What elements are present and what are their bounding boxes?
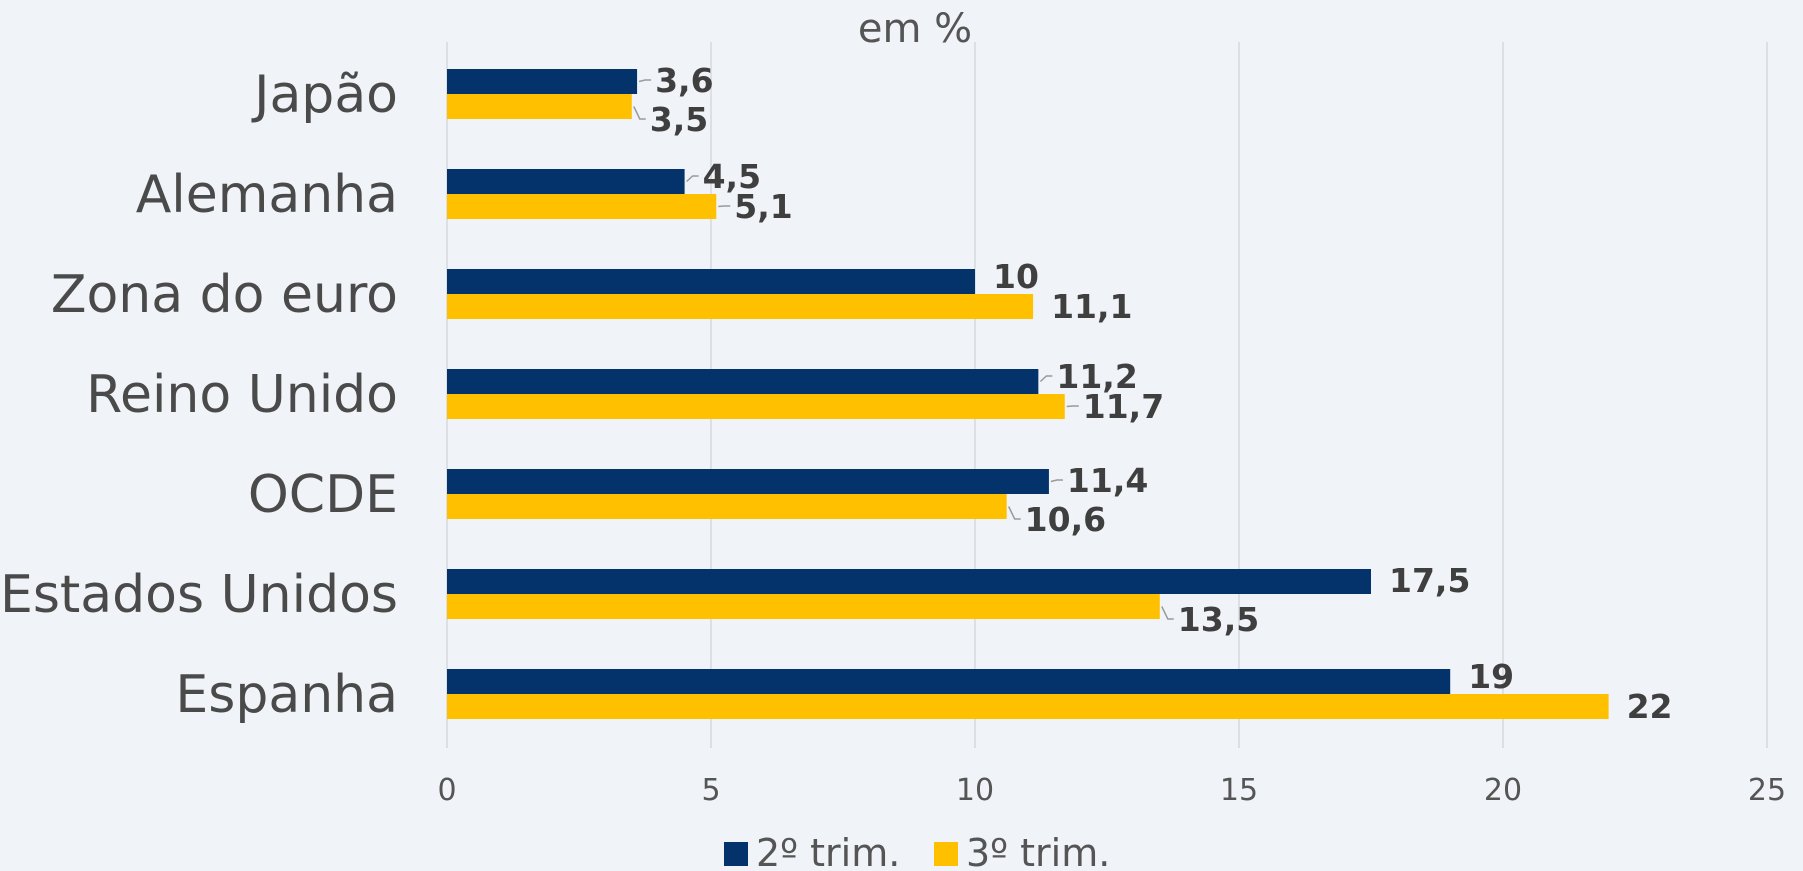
category-label-estados-unidos: Estados Unidos <box>0 565 398 625</box>
x-tick-0: 0 <box>437 773 456 808</box>
data-labels: 3,6 4,5 10 11,2 11,4 17,5 19 3,5 5,1 11,1 11,7 10,6… <box>633 61 1673 726</box>
data-label-2-trim-ocde: 11,4 <box>1067 461 1148 500</box>
bar-2-trim-zona-do-euro <box>447 269 975 294</box>
leader-line-2-trim-ocde <box>1050 479 1063 483</box>
legend-label-3-trim: 3º trim. <box>966 831 1110 871</box>
bar-3-trim-japao <box>447 94 632 119</box>
bar-3-trim-zona-do-euro <box>447 294 1034 319</box>
category-labels: Japão Alemanha Zona do euro Reino Unido OCDE… <box>0 65 398 725</box>
data-label-2-trim-japao: 3,6 <box>655 61 713 100</box>
x-tick-labels: 0 5 10 15 20 25 <box>437 773 1786 808</box>
legend-swatch-2-trim <box>724 842 748 866</box>
category-label-espanha: Espanha <box>175 665 398 725</box>
leader-line-2-trim-alemanha <box>686 175 699 183</box>
bar-2-trim-estados-unidos <box>447 569 1371 594</box>
category-label-alemanha: Alemanha <box>136 165 398 225</box>
leader-line-2-trim-reino-unido <box>1039 375 1053 383</box>
leader-line-3-trim-ocde <box>1008 506 1021 520</box>
category-label-ocde: OCDE <box>248 465 398 525</box>
bar-2-trim-espanha <box>447 669 1451 694</box>
bar-2-trim-ocde <box>447 469 1049 494</box>
chart-title: em % <box>858 6 972 52</box>
data-label-3-trim-zona-do-euro: 11,1 <box>1051 287 1132 326</box>
x-tick-5: 5 <box>701 773 720 808</box>
data-label-3-trim-japao: 3,5 <box>650 100 708 139</box>
data-label-3-trim-reino-unido: 11,7 <box>1083 387 1164 426</box>
category-label-zona-do-euro: Zona do euro <box>51 265 398 325</box>
bar-3-trim-alemanha <box>447 194 717 219</box>
x-tick-15: 15 <box>1220 773 1258 808</box>
leader-line-3-trim-japao <box>633 106 646 120</box>
legend-swatch-3-trim <box>934 842 958 866</box>
legend-label-2-trim: 2º trim. <box>756 831 900 871</box>
bars <box>447 69 1609 719</box>
category-label-reino-unido: Reino Unido <box>86 365 398 425</box>
bar-3-trim-estados-unidos <box>447 594 1160 619</box>
leader-line-2-trim-japao <box>638 79 652 83</box>
bar-2-trim-alemanha <box>447 169 685 194</box>
bar-3-trim-ocde <box>447 494 1007 519</box>
bar-3-trim-reino-unido <box>447 394 1065 419</box>
data-label-3-trim-alemanha: 5,1 <box>734 187 792 226</box>
category-label-japao: Japão <box>251 65 398 125</box>
data-label-3-trim-ocde: 10,6 <box>1025 500 1106 539</box>
leader-line-3-trim-reino-unido <box>1066 405 1079 408</box>
data-label-2-trim-alemanha: 4,5 <box>703 157 761 196</box>
bar-3-trim-espanha <box>447 694 1609 719</box>
data-label-2-trim-reino-unido: 11,2 <box>1056 357 1137 396</box>
legend: 2º trim. 3º trim. <box>724 831 1110 871</box>
bar-2-trim-japao <box>447 69 638 94</box>
bar-2-trim-reino-unido <box>447 369 1039 394</box>
leader-line-3-trim-alemanha <box>718 205 731 208</box>
x-tick-10: 10 <box>956 773 994 808</box>
data-label-3-trim-espanha: 22 <box>1627 687 1673 726</box>
x-tick-20: 20 <box>1484 773 1522 808</box>
data-label-2-trim-espanha: 19 <box>1468 657 1514 696</box>
data-label-3-trim-estados-unidos: 13,5 <box>1178 600 1259 639</box>
x-tick-25: 25 <box>1748 773 1786 808</box>
data-label-2-trim-zona-do-euro: 10 <box>993 257 1039 296</box>
data-label-2-trim-estados-unidos: 17,5 <box>1389 561 1470 600</box>
leader-line-3-trim-estados-unidos <box>1161 606 1174 620</box>
